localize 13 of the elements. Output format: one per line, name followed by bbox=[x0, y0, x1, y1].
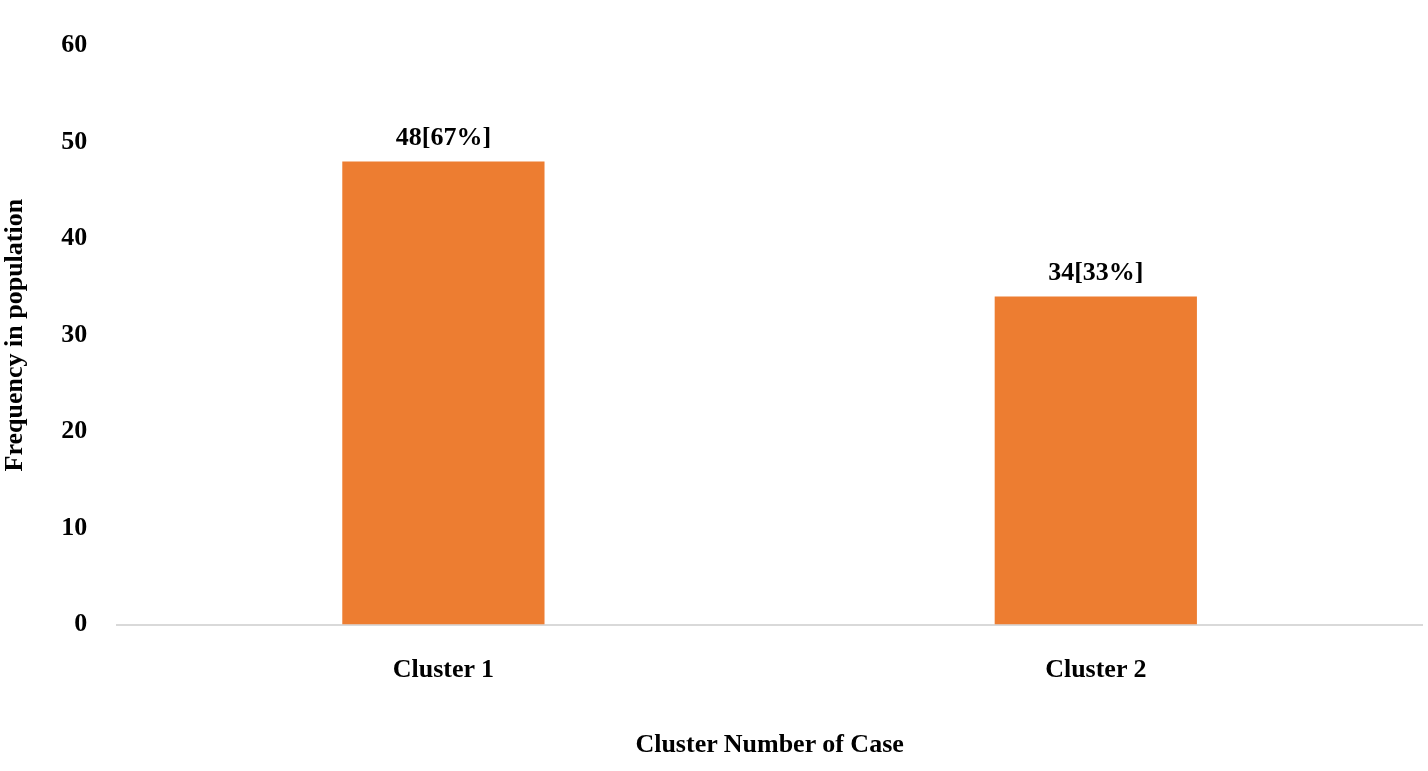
y-tick-label: 40 bbox=[61, 222, 88, 252]
y-tick-label: 30 bbox=[61, 318, 88, 348]
x-tick-label: Cluster 1 bbox=[392, 653, 495, 683]
y-tick-label: 20 bbox=[61, 415, 88, 445]
data-label: 34[33%] bbox=[1048, 257, 1144, 287]
y-tick-label: 0 bbox=[74, 608, 88, 638]
y-tick-label: 50 bbox=[61, 125, 88, 155]
y-tick-label: 60 bbox=[61, 29, 88, 59]
x-axis-title: Cluster Number of Case bbox=[635, 729, 904, 759]
y-axis-title: Frequency in population bbox=[0, 198, 29, 472]
x-tick-label: Cluster 2 bbox=[1045, 653, 1147, 683]
data-label: 48[67%] bbox=[395, 122, 492, 152]
y-tick-label: 10 bbox=[61, 511, 88, 541]
